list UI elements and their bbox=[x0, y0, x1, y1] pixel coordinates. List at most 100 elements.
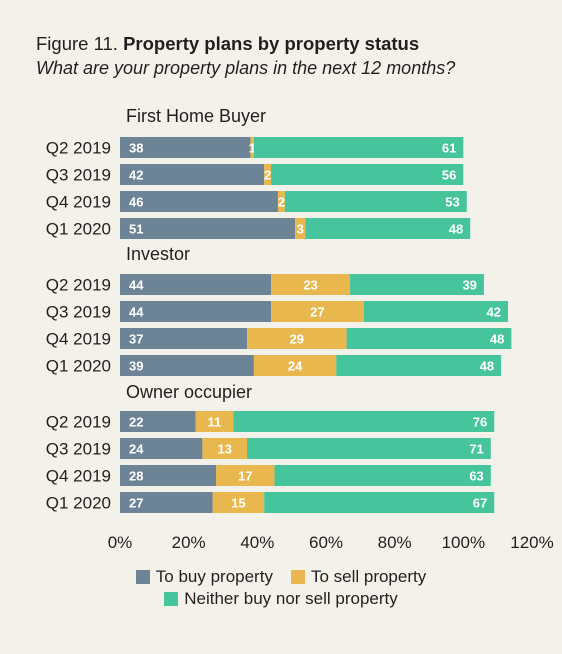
data-label: 3 bbox=[297, 222, 304, 237]
x-tick-label: 120% bbox=[510, 533, 553, 552]
bar-segment bbox=[271, 164, 464, 185]
bar-segment bbox=[250, 137, 254, 158]
data-label: 37 bbox=[129, 332, 143, 347]
data-label: 63 bbox=[469, 469, 483, 484]
bar-segment bbox=[216, 465, 275, 486]
legend-item-neither: Neither buy nor sell property bbox=[164, 588, 398, 610]
category-label: Q3 2019 bbox=[46, 303, 111, 322]
data-label: 38 bbox=[129, 141, 143, 156]
data-label: 17 bbox=[238, 469, 252, 484]
bar-segment bbox=[202, 438, 248, 459]
bar-segment bbox=[120, 191, 278, 212]
x-tick-label: 60% bbox=[309, 533, 343, 552]
category-label: Q2 2019 bbox=[46, 413, 111, 432]
x-tick-label: 0% bbox=[108, 533, 133, 552]
bar-segment bbox=[120, 328, 248, 349]
bar-segment bbox=[247, 328, 347, 349]
bar-segment bbox=[120, 164, 265, 185]
data-label: 23 bbox=[303, 278, 317, 293]
chart-legend: To buy property To sell property Neither… bbox=[0, 566, 562, 610]
data-label: 11 bbox=[208, 415, 222, 430]
legend-swatch-buy bbox=[135, 570, 150, 584]
data-label: 27 bbox=[129, 496, 143, 511]
data-label: 28 bbox=[129, 469, 143, 484]
data-label: 1 bbox=[249, 141, 256, 156]
data-label: 61 bbox=[442, 141, 456, 156]
data-label: 48 bbox=[480, 359, 494, 374]
data-label: 56 bbox=[442, 168, 456, 183]
legend-label-neither: Neither buy nor sell property bbox=[184, 589, 398, 608]
bar-segment bbox=[271, 274, 351, 295]
category-label: Q2 2019 bbox=[46, 139, 111, 158]
group-title: First Home Buyer bbox=[126, 106, 266, 126]
legend-item-buy: To buy property bbox=[135, 566, 273, 588]
bar-segment bbox=[284, 191, 467, 212]
x-tick-label: 80% bbox=[378, 533, 412, 552]
bar-segment bbox=[264, 164, 272, 185]
data-label: 15 bbox=[231, 496, 245, 511]
stacked-bar-chart: First Home Buyer Q2 2019 38 1 61 Q3 2019 42 2 56… bbox=[46, 106, 554, 552]
category-label: Q3 2019 bbox=[46, 166, 111, 185]
bar-segment bbox=[295, 218, 306, 239]
bar-segment bbox=[247, 438, 491, 459]
chart-title: Figure 11. Property plans by property st… bbox=[36, 33, 556, 55]
bar-segment bbox=[120, 137, 251, 158]
bar-segment bbox=[233, 411, 495, 432]
data-label: 76 bbox=[473, 415, 487, 430]
bar-segment bbox=[120, 274, 272, 295]
category-label: Q4 2019 bbox=[46, 193, 111, 212]
chart-subtitle: What are your property plans in the next… bbox=[36, 58, 456, 78]
bar-segment bbox=[120, 218, 296, 239]
data-label: 48 bbox=[449, 222, 463, 237]
x-tick-label: 40% bbox=[240, 533, 274, 552]
category-label: Q1 2020 bbox=[46, 494, 111, 513]
data-label: 24 bbox=[288, 359, 303, 374]
bar-segment bbox=[271, 301, 364, 322]
category-label: Q4 2019 bbox=[46, 467, 111, 486]
bar-segment bbox=[264, 492, 495, 513]
bar-segment bbox=[120, 492, 213, 513]
bar-segment bbox=[120, 355, 254, 376]
data-label: 42 bbox=[129, 168, 143, 183]
bar-segment bbox=[120, 411, 196, 432]
data-label: 42 bbox=[486, 305, 500, 320]
group-title: Owner occupier bbox=[126, 382, 252, 402]
legend-swatch-sell bbox=[290, 570, 305, 584]
data-label: 29 bbox=[290, 332, 304, 347]
bar-segment bbox=[120, 438, 203, 459]
figure-number: Figure 11. bbox=[36, 33, 118, 54]
bar-segment bbox=[253, 355, 337, 376]
figure-title: Property plans by property status bbox=[123, 33, 420, 54]
category-label: Q4 2019 bbox=[46, 330, 111, 349]
legend-label-buy: To buy property bbox=[155, 567, 273, 586]
data-label: 71 bbox=[469, 442, 483, 457]
bar-segment bbox=[336, 355, 502, 376]
bar-segment bbox=[346, 328, 512, 349]
category-label: Q1 2020 bbox=[46, 220, 111, 239]
bar-segment bbox=[363, 301, 508, 322]
data-label: 67 bbox=[473, 496, 487, 511]
group-title: Investor bbox=[126, 244, 190, 264]
bar-segment bbox=[277, 191, 285, 212]
data-label: 51 bbox=[129, 222, 143, 237]
data-label: 24 bbox=[129, 442, 144, 457]
data-label: 27 bbox=[310, 305, 324, 320]
data-label: 44 bbox=[129, 278, 144, 293]
category-label: Q1 2020 bbox=[46, 357, 111, 376]
data-label: 46 bbox=[129, 195, 143, 210]
bar-segment bbox=[253, 137, 464, 158]
bar-segment bbox=[212, 492, 265, 513]
bar-segment bbox=[195, 411, 234, 432]
category-label: Q3 2019 bbox=[46, 440, 111, 459]
legend-swatch-neither bbox=[164, 592, 179, 606]
data-label: 48 bbox=[490, 332, 504, 347]
legend-item-sell: To sell property bbox=[290, 566, 427, 588]
data-label: 22 bbox=[129, 415, 143, 430]
bar-segment bbox=[120, 465, 217, 486]
data-label: 2 bbox=[264, 168, 271, 183]
bar-segment bbox=[350, 274, 484, 295]
legend-label-sell: To sell property bbox=[310, 567, 427, 586]
bar-segment bbox=[305, 218, 471, 239]
x-tick-label: 20% bbox=[172, 533, 206, 552]
bar-segment bbox=[274, 465, 491, 486]
